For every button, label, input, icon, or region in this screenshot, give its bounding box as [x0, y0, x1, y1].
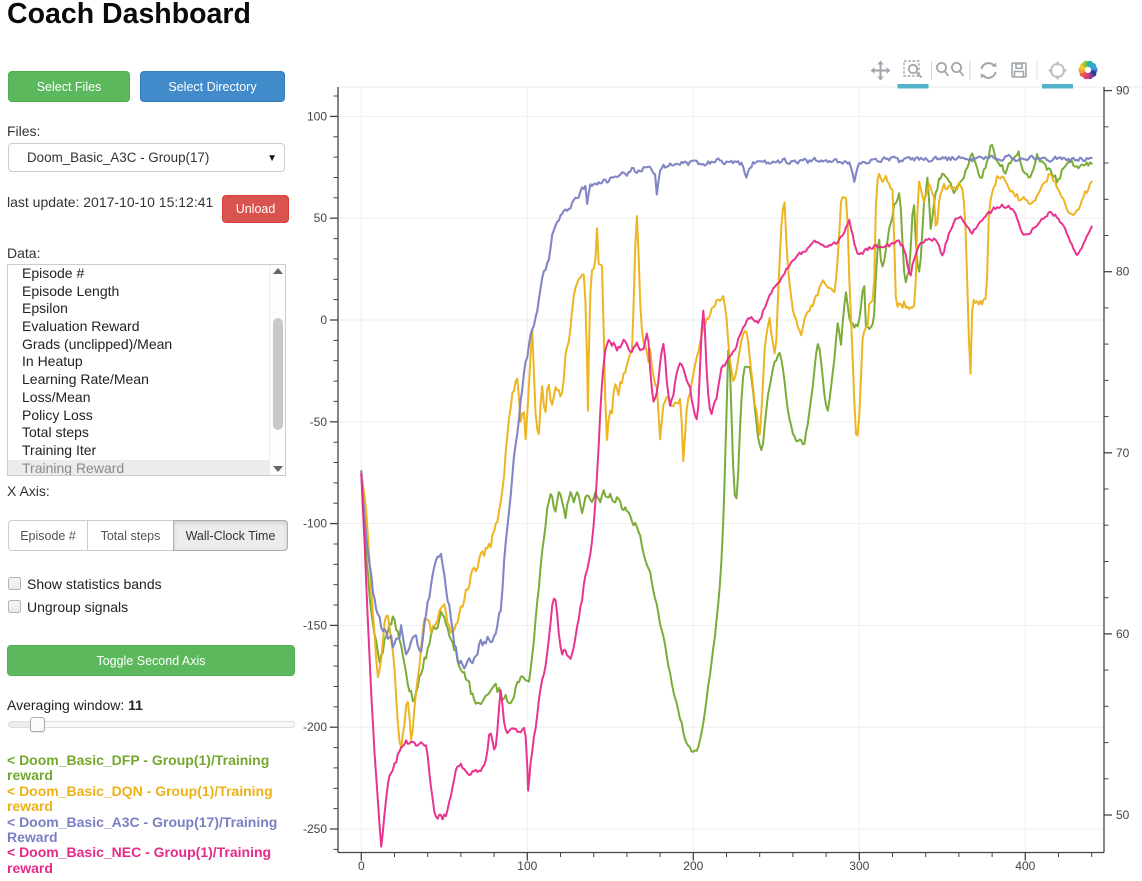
svg-text:-250: -250: [303, 822, 327, 836]
svg-text:50: 50: [1116, 808, 1130, 822]
svg-text:90: 90: [1116, 84, 1130, 98]
svg-text:0: 0: [320, 313, 327, 327]
svg-text:-200: -200: [303, 720, 327, 734]
svg-text:70: 70: [1116, 446, 1130, 460]
svg-text:-150: -150: [303, 618, 327, 632]
svg-text:-50: -50: [310, 415, 328, 429]
svg-text:100: 100: [307, 109, 327, 123]
svg-text:80: 80: [1116, 265, 1130, 279]
svg-text:100: 100: [517, 859, 537, 873]
svg-text:60: 60: [1116, 627, 1130, 641]
svg-text:0: 0: [358, 859, 365, 873]
svg-text:200: 200: [683, 859, 703, 873]
svg-text:-100: -100: [303, 517, 327, 531]
svg-text:300: 300: [849, 859, 869, 873]
svg-text:400: 400: [1015, 859, 1035, 873]
svg-text:50: 50: [314, 211, 328, 225]
